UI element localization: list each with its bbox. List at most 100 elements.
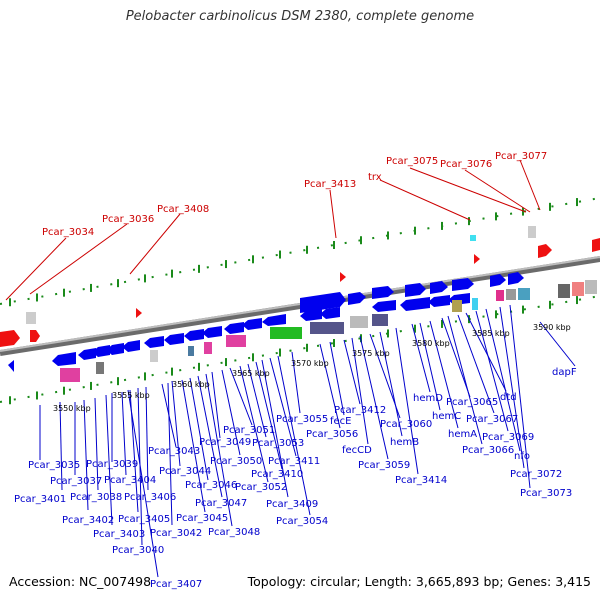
gene-label-red[interactable]: Pcar_3075 [386,156,438,167]
gene-arrow[interactable] [372,286,394,299]
gene-arrow-red[interactable] [474,254,480,264]
gene-label[interactable]: Pcar_3405 [118,514,170,525]
gene-label[interactable]: hemB [390,437,419,448]
gene-arrow[interactable] [202,326,222,338]
gene-label[interactable]: Pcar_3044 [159,466,211,477]
gene-label-red[interactable]: Pcar_3036 [102,214,154,225]
gene-arrow[interactable] [452,278,474,291]
gene-arrow-red[interactable] [340,272,346,282]
gene-label[interactable]: Pcar_3056 [306,429,358,440]
gene-arrow-red[interactable] [136,308,142,318]
gene-label-red[interactable]: trx [368,172,382,183]
gene-block-green[interactable] [270,327,302,339]
gene-block-slate[interactable] [372,314,388,326]
gene-label[interactable]: Pcar_3412 [334,405,386,416]
gene-label[interactable]: Pcar_3414 [395,475,447,486]
gene-arrow[interactable] [400,297,430,311]
gene-block-pink[interactable] [496,290,504,301]
gene-label[interactable]: Pcar_3065 [446,397,498,408]
gene-block-gray[interactable] [26,312,36,324]
gene-block-gray[interactable] [96,362,104,374]
gene-arrow[interactable] [106,343,124,355]
gene-label[interactable]: Pcar_3066 [462,445,514,456]
gene-label[interactable]: Pcar_3048 [208,527,260,538]
gene-label-red[interactable]: Pcar_3408 [157,204,209,215]
gene-block-cyan[interactable] [470,235,476,241]
gene-label[interactable]: hemA [448,429,477,440]
gene-label-red[interactable]: Pcar_3077 [495,151,547,162]
gene-label[interactable]: Pcar_3040 [112,545,164,556]
gene-label[interactable]: dapF [552,367,577,378]
gene-label[interactable]: Pcar_3073 [520,488,572,499]
gene-arrow-red[interactable] [0,330,20,347]
gene-label[interactable]: Pcar_3038 [70,492,122,503]
gene-arrow[interactable] [372,300,396,312]
gene-arrow[interactable] [430,281,448,294]
gene-label[interactable]: dtd [500,392,517,403]
gene-block-cyan[interactable] [472,298,478,310]
gene-block-gray[interactable] [150,350,158,362]
gene-block-magenta[interactable] [204,342,212,354]
gene-label[interactable]: Pcar_3067 [466,414,518,425]
gene-label[interactable]: Pcar_3402 [62,515,114,526]
gene-arrow[interactable] [320,307,340,319]
gene-label[interactable]: Pcar_3055 [276,414,328,425]
gene-label[interactable]: fecE [330,416,352,427]
gene-block-magenta[interactable] [226,335,246,347]
gene-label[interactable]: Pcar_3406 [124,492,176,503]
gene-label[interactable]: fecCD [342,445,372,456]
gene-arrow[interactable] [52,352,76,366]
gene-label[interactable]: Pcar_3035 [28,460,80,471]
gene-label[interactable]: Pcar_3050 [210,456,262,467]
gene-arrow[interactable] [242,318,262,330]
gene-block-white[interactable] [528,226,536,238]
gene-label[interactable]: Pcar_3054 [276,516,328,527]
gene-label-red[interactable]: Pcar_3413 [304,179,356,190]
gene-arrow[interactable] [224,322,244,334]
gene-label[interactable]: Pcar_3401 [14,494,66,505]
gene-arrow[interactable] [490,274,506,287]
gene-arrow[interactable] [78,348,96,360]
gene-arrow[interactable] [348,292,366,305]
gene-label[interactable]: Pcar_3407 [150,579,202,590]
gene-block-pink[interactable] [572,282,584,296]
gene-arrow[interactable] [144,336,164,348]
gene-arrow[interactable] [405,283,426,297]
gene-label[interactable]: Pcar_3403 [93,529,145,540]
gene-label[interactable]: Pcar_3060 [380,419,432,430]
gene-label[interactable]: Pcar_3042 [150,528,202,539]
gene-arrow-red[interactable] [538,244,552,258]
gene-label[interactable]: Pcar_3411 [268,456,320,467]
gene-arrow[interactable] [122,340,140,352]
gene-label[interactable]: hemC [432,411,461,422]
gene-label[interactable]: Pcar_3046 [185,480,237,491]
gene-label-red[interactable]: Pcar_3034 [42,227,94,238]
gene-label[interactable]: Pcar_3051 [223,425,275,436]
gene-block-teal[interactable] [518,288,530,300]
gene-label[interactable]: hemD [413,393,443,404]
gene-arrow[interactable] [92,345,110,357]
gene-label[interactable]: Pcar_3404 [104,475,156,486]
gene-label[interactable]: Pcar_3037 [50,476,102,487]
gene-label[interactable]: Pcar_3045 [176,513,228,524]
gene-block-magenta[interactable] [60,368,80,382]
gene-label[interactable]: Pcar_3047 [195,498,247,509]
gene-label[interactable]: Pcar_3069 [482,432,534,443]
gene-label[interactable]: Pcar_3043 [148,446,200,457]
gene-arrow[interactable] [262,314,286,326]
gene-label[interactable]: Pcar_3072 [510,469,562,480]
gene-block-steel[interactable] [188,346,194,356]
gene-label[interactable]: Pcar_3059 [358,460,410,471]
gene-arrow[interactable] [184,329,204,341]
gene-arrow[interactable] [508,272,524,285]
gene-arrow[interactable] [428,295,450,307]
gene-block-gray[interactable] [585,280,597,294]
gene-arrow-red[interactable] [592,238,600,252]
gene-arrow-red[interactable] [30,330,40,342]
gene-label-red[interactable]: Pcar_3076 [440,159,492,170]
gene-label[interactable]: nfo [514,451,530,462]
gene-label[interactable]: Pcar_3049 [199,437,251,448]
gene-arrow[interactable] [164,333,184,345]
gene-arrow[interactable] [300,309,322,321]
gene-block-dark[interactable] [558,284,570,298]
